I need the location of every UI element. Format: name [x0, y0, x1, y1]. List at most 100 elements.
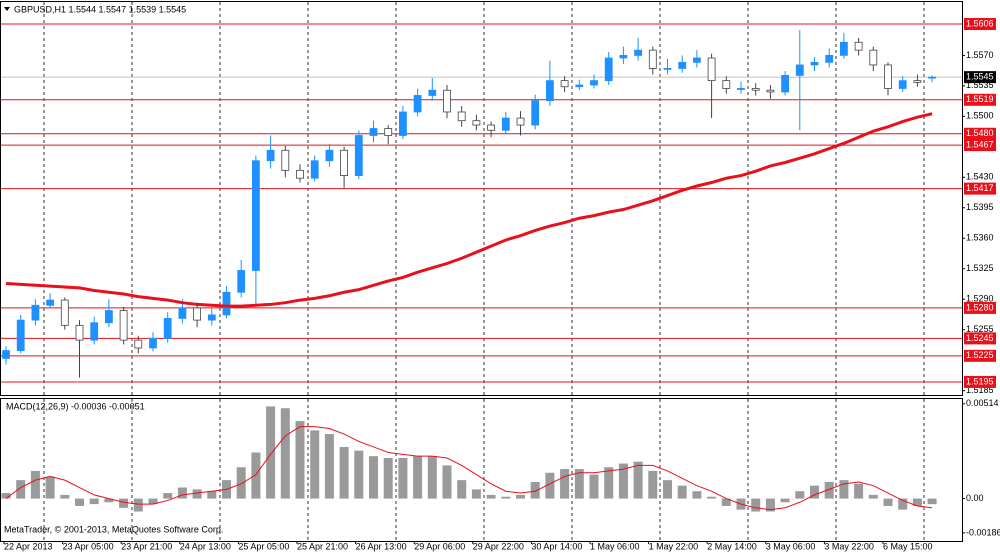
level-box [964, 93, 996, 106]
indicator-title: MACD(12,26,9) -0.00036 -0.00051 [6, 401, 145, 411]
current-price-label: 1.5545 [966, 72, 994, 82]
macd-bar [1, 493, 11, 499]
y-tick-label: 1.5430 [966, 172, 994, 182]
candle-body [16, 319, 25, 351]
signal-line [5, 426, 933, 511]
candle-body [766, 89, 775, 93]
candle-body [737, 88, 745, 90]
x-tick-label: 23 Apr 21:00 [121, 541, 172, 551]
x-tick-label: 25 Apr 21:00 [297, 541, 348, 551]
macd-bar [486, 494, 496, 499]
macd-bar [104, 498, 114, 503]
y-tick-label: 1.5500 [966, 111, 994, 121]
x-tick-label: 22 Apr 2013 [4, 541, 53, 551]
macd-bar [60, 494, 70, 499]
x-tick-label: 30 Apr 14:00 [531, 541, 582, 551]
macd-bar [589, 474, 599, 499]
candle-body [869, 49, 878, 66]
level-label: 1.5606 [966, 18, 994, 28]
candle-body [60, 299, 69, 326]
candle-body [325, 149, 334, 162]
candle-body [516, 117, 525, 126]
candle-body [2, 350, 10, 359]
level-box [964, 301, 996, 314]
marks [1, 30, 937, 512]
macd-bar [163, 493, 173, 499]
indicator-y-tick-label: 0.00 [966, 493, 984, 503]
macd-bar [751, 498, 761, 512]
candle-body [296, 169, 304, 179]
level-box [964, 127, 996, 140]
candle-body [825, 54, 834, 63]
macd-bar [648, 470, 658, 499]
candle-body [398, 111, 407, 136]
candle-body [707, 57, 716, 82]
footer: MetaTrader, © 2001-2013, MetaQuotes Soft… [4, 524, 223, 534]
macd-bar [721, 498, 731, 506]
macd-bar [854, 483, 864, 499]
macd-bar [295, 421, 305, 499]
x-tick-label: 23 Apr 05:00 [63, 541, 114, 551]
macd-bar [16, 480, 26, 499]
macd-bar [133, 498, 143, 512]
macd-bar [898, 498, 908, 510]
candle-body [472, 120, 481, 126]
x-tick-label: 1 May 06:00 [590, 541, 640, 551]
macd-bar [677, 485, 687, 499]
level-box [964, 18, 996, 31]
candle-body [531, 100, 540, 126]
x-tick-label: 25 Apr 05:00 [238, 541, 289, 551]
candle-body [810, 61, 819, 66]
macd-bar [560, 469, 570, 499]
macd-bar [457, 480, 467, 499]
macd-bar [310, 430, 320, 499]
candle-body [619, 54, 628, 59]
macd-bar [883, 498, 893, 506]
macd-bar [177, 487, 187, 499]
candle-body [928, 76, 936, 79]
grid [1, 2, 962, 541]
macd-bar [692, 491, 702, 499]
y-tick-label: 1.5360 [966, 233, 994, 243]
candle-body [310, 160, 319, 179]
macd-bar [324, 434, 334, 499]
moving-average [5, 112, 933, 308]
candle-body [384, 128, 393, 136]
level-label: 1.5225 [966, 350, 994, 360]
macd-bar [795, 491, 805, 499]
indicator-y-tick-label: 0.00514 [966, 398, 999, 408]
macd-bar [119, 498, 129, 508]
x-tick-label: 24 Apr 13:00 [180, 541, 231, 551]
macd-bar [280, 408, 290, 499]
macd-bar [927, 498, 937, 505]
macd-bar [516, 494, 525, 499]
candle-body [781, 75, 789, 93]
candle-body [854, 41, 863, 51]
level-label: 1.5480 [966, 128, 994, 138]
x-tick-label: 29 Apr 22:00 [473, 541, 524, 551]
macd-bar [45, 476, 55, 499]
macd-bar [471, 489, 481, 499]
candle-body [428, 89, 437, 96]
candle-body [149, 337, 157, 349]
x-tick-label: 1 May 22:00 [649, 541, 699, 551]
level-label: 1.5519 [966, 94, 994, 104]
candle-body [575, 84, 584, 88]
x-tick-label: 3 May 22:00 [824, 541, 874, 551]
candle-body [134, 339, 143, 349]
candle-body [193, 307, 202, 321]
macd-bar [604, 467, 614, 499]
macd-bar [89, 498, 99, 505]
candle-body [913, 80, 922, 83]
candle-body [634, 49, 642, 56]
macd-bar [912, 498, 922, 506]
indicator-y-tick-label: -0.00186 [966, 527, 1000, 537]
macd-bar [530, 481, 540, 499]
x-tick-label: 29 Apr 06:00 [414, 541, 465, 551]
macd-bar [207, 491, 217, 499]
level-label: 1.5195 [966, 376, 994, 386]
y-tick-label: 1.5255 [966, 324, 994, 334]
candle-body [840, 41, 848, 56]
level-label: 1.5280 [966, 302, 994, 312]
